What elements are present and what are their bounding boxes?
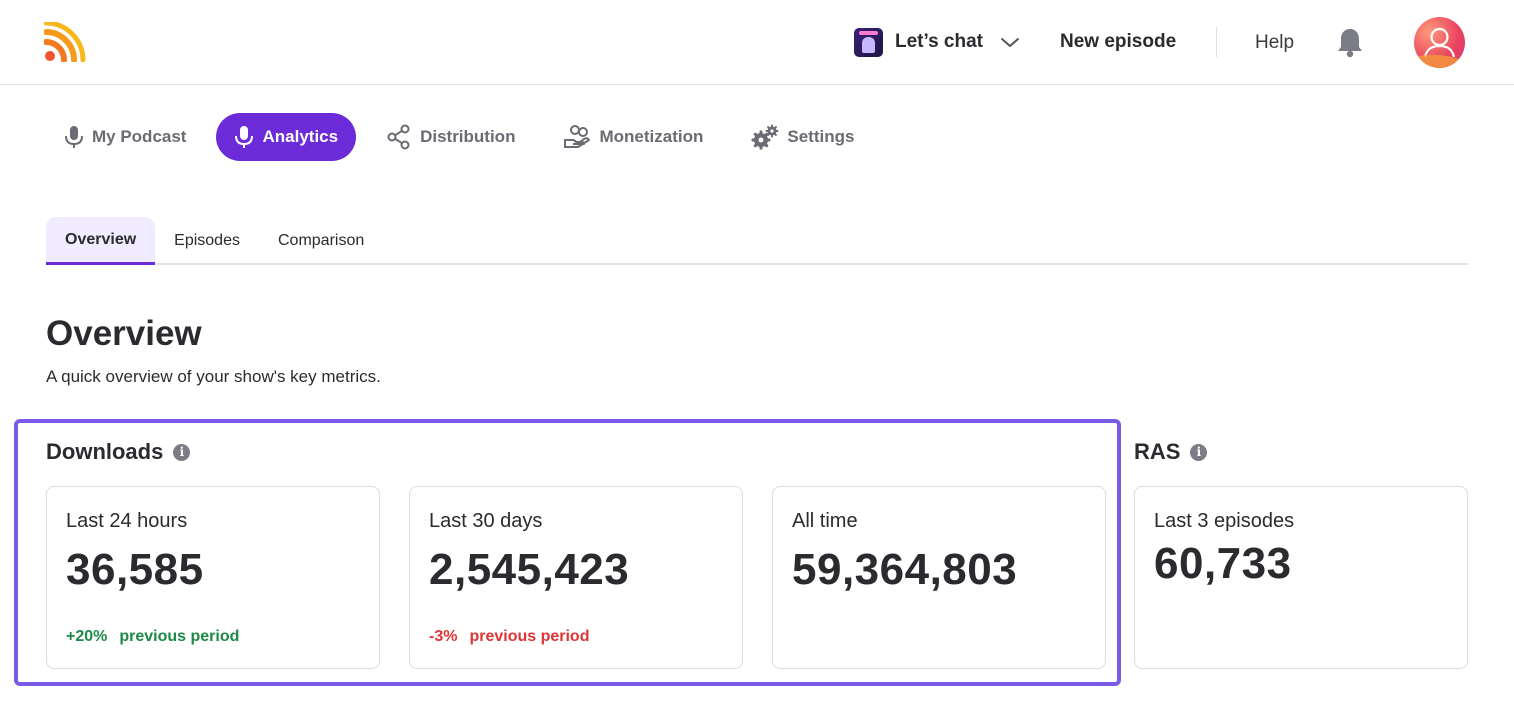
card-value: 60,733 bbox=[1154, 539, 1292, 588]
card-label: Last 24 hours bbox=[66, 510, 188, 532]
info-icon[interactable]: i bbox=[1190, 443, 1208, 461]
gears-icon bbox=[751, 124, 779, 150]
delta-percent: -3% bbox=[429, 628, 458, 645]
downloads-card-30d: Last 30 days 2,545,423 -3% previous peri… bbox=[409, 486, 743, 669]
nav-label: Settings bbox=[787, 127, 855, 146]
main-nav: My Podcast Analytics Distribution Moneti… bbox=[46, 113, 884, 161]
tab-episodes[interactable]: Episodes bbox=[174, 232, 240, 249]
nav-label: My Podcast bbox=[92, 127, 187, 146]
info-icon[interactable]: i bbox=[173, 443, 191, 461]
nav-label: Monetization bbox=[599, 127, 704, 146]
downloads-label: Downloads bbox=[46, 439, 164, 464]
card-label: Last 3 episodes bbox=[1154, 510, 1295, 532]
page-subtitle: A quick overview of your show's key metr… bbox=[46, 367, 381, 386]
analytics-tabs: Overview Episodes Comparison bbox=[46, 217, 1468, 265]
ras-section-label: RAS i bbox=[1134, 439, 1208, 465]
tab-comparison[interactable]: Comparison bbox=[277, 232, 365, 249]
nav-analytics[interactable]: Analytics bbox=[216, 113, 357, 161]
rss-logo-icon[interactable] bbox=[44, 22, 86, 62]
card-value: 59,364,803 bbox=[792, 545, 1018, 594]
ras-label: RAS bbox=[1134, 439, 1181, 464]
podcast-name: Let’s chat bbox=[895, 31, 983, 52]
microphone-icon bbox=[65, 126, 83, 148]
microphone-icon bbox=[235, 126, 254, 148]
help-link[interactable]: Help bbox=[1255, 32, 1295, 53]
top-bar: Let’s chat New episode Help bbox=[0, 0, 1514, 85]
downloads-card-24h: Last 24 hours 36,585 +20% previous perio… bbox=[46, 486, 380, 669]
new-episode-button[interactable]: New episode bbox=[1060, 31, 1177, 52]
chevron-down-icon bbox=[1001, 38, 1019, 47]
card-label: All time bbox=[792, 510, 858, 532]
card-label: Last 30 days bbox=[429, 510, 543, 532]
user-avatar[interactable] bbox=[1414, 17, 1465, 68]
nav-label: Distribution bbox=[420, 127, 516, 146]
delta-percent: +20% bbox=[66, 628, 108, 645]
page-title: Overview bbox=[46, 314, 202, 353]
card-delta: -3% previous period bbox=[429, 628, 589, 646]
card-delta: +20% previous period bbox=[66, 628, 239, 646]
delta-text: previous period bbox=[119, 628, 240, 645]
nav-my-podcast[interactable]: My Podcast bbox=[46, 113, 204, 161]
bell-icon[interactable] bbox=[1336, 26, 1364, 58]
nav-distribution[interactable]: Distribution bbox=[368, 113, 533, 161]
nav-monetization[interactable]: Monetization bbox=[545, 113, 721, 161]
downloads-highlight-frame bbox=[14, 419, 1121, 686]
delta-text: previous period bbox=[469, 628, 590, 645]
downloads-section-label: Downloads i bbox=[46, 439, 191, 465]
podcast-switcher[interactable]: Let’s chat bbox=[854, 27, 1021, 57]
ras-card: Last 3 episodes 60,733 bbox=[1134, 486, 1468, 669]
card-value: 2,545,423 bbox=[429, 545, 630, 594]
nav-settings[interactable]: Settings bbox=[733, 113, 872, 161]
nav-label: Analytics bbox=[262, 127, 339, 146]
downloads-card-all-time: All time 59,364,803 bbox=[772, 486, 1106, 669]
tab-overview[interactable]: Overview bbox=[46, 217, 156, 265]
podcast-cover bbox=[854, 27, 883, 57]
hand-coins-icon bbox=[564, 125, 591, 148]
header-divider bbox=[1216, 27, 1217, 57]
card-value: 36,585 bbox=[66, 545, 204, 594]
share-icon bbox=[387, 124, 410, 150]
user-icon bbox=[1414, 27, 1465, 68]
